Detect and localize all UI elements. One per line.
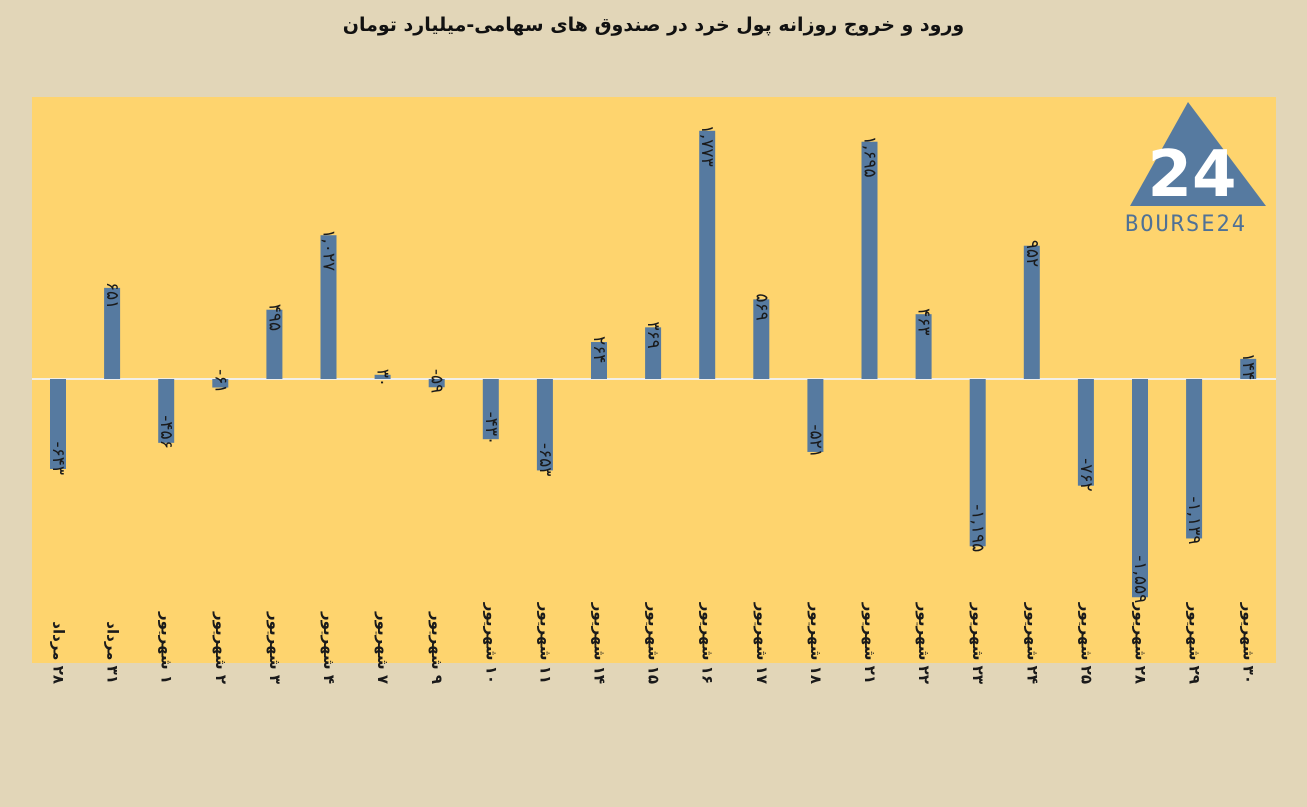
bars-group (50, 130, 1257, 598)
category-label: ۱۱ شهریور (536, 602, 554, 684)
value-label: ۱۴۴ (1238, 353, 1258, 380)
bar (1023, 245, 1040, 379)
value-label: ۹۵۲ (1022, 240, 1042, 267)
category-label: ۷ شهریور (374, 611, 392, 684)
value-label: -۶۵۳ (535, 443, 555, 477)
category-label: ۱۶ شهریور (699, 602, 717, 684)
category-label: ۳۰ شهریور (1240, 602, 1258, 684)
bar (320, 235, 337, 379)
value-labels-group: -۶۴۳ ۶۵۱ -۴۵۶ -۶۱ ۴۹۵ ۱,۰۲۷ ۳۰ -۵۹ -۴۳۰ -۶۵۳ ۲۶۴ ۳۶… (48, 125, 1258, 603)
value-label: ۱,۷۷۳ (697, 125, 717, 167)
bar (1132, 379, 1148, 598)
category-labels-group: ۲۸ مرداد ۳۱ مرداد ۱ شهریور ۲ شهریور ۳ شهریور… (50, 602, 1258, 684)
category-label: ۲۸ شهریور (1132, 602, 1150, 684)
value-label: -۵۲۱ (805, 424, 825, 458)
bar (482, 379, 499, 440)
bar (753, 299, 770, 379)
value-label: -۷۶۲ (1076, 458, 1096, 492)
value-label: -۱,۵۵۹ (1130, 555, 1150, 603)
category-label: ۱۵ شهریور (645, 602, 663, 684)
bar (807, 379, 824, 452)
bar (591, 342, 607, 379)
bar (969, 379, 986, 547)
bar (158, 379, 175, 443)
category-label: ۲۵ شهریور (1077, 602, 1095, 684)
bar (428, 379, 445, 388)
category-label: ۲۸ مرداد (50, 621, 68, 684)
category-label: ۴ شهریور (320, 611, 338, 684)
value-label: -۱,۱۳۹ (1184, 496, 1204, 544)
category-label: ۱۰ شهریور (482, 602, 500, 684)
bourse24-logo: 24 BOURSE24 (1125, 102, 1266, 237)
value-label: -۶۴۳ (48, 441, 68, 475)
value-label: ۵۶۹ (751, 293, 771, 320)
value-label: -۴۳۰ (481, 412, 501, 446)
bar (861, 141, 878, 379)
category-label: ۲ شهریور (212, 611, 230, 684)
category-label: ۳۱ مرداد (104, 621, 122, 684)
logo-text: BOURSE24 (1125, 212, 1247, 237)
value-label: ۳۶۹ (643, 321, 663, 348)
bar (645, 327, 662, 379)
value-label: ۱,۶۹۵ (860, 136, 880, 178)
value-label: ۱,۰۲۷ (319, 229, 339, 271)
bar (699, 130, 716, 379)
bar (536, 379, 553, 471)
category-label: ۲۴ شهریور (1023, 602, 1041, 684)
bar (915, 314, 932, 379)
category-label: ۱۷ شهریور (753, 602, 771, 684)
category-label: ۱۸ شهریور (807, 602, 825, 684)
category-label: ۲۱ شهریور (861, 602, 879, 684)
value-label: -۶۱ (210, 369, 230, 393)
chart-title: ورود و خروج روزانه پول خرد در صندوق های … (342, 14, 965, 36)
value-label: ۲۶۴ (589, 336, 609, 363)
bar (1077, 379, 1094, 486)
category-label: ۹ شهریور (428, 611, 446, 684)
category-label: ۲۳ شهریور (969, 602, 987, 684)
bar (50, 379, 66, 470)
logo-mark: 24 (1147, 138, 1236, 212)
logo-triangle (1130, 102, 1266, 206)
bar (104, 287, 121, 379)
category-label: ۳ شهریور (266, 611, 284, 684)
value-label: ۳۰ (373, 369, 393, 387)
bar (266, 309, 283, 379)
value-label: -۵۹ (427, 369, 447, 393)
category-label: ۱۴ شهریور (591, 602, 609, 684)
bar (212, 379, 229, 388)
bar (1186, 379, 1203, 539)
category-label: ۲۹ شهریور (1186, 602, 1204, 684)
value-label: -۱,۱۹۵ (968, 504, 988, 552)
value-label: ۴۶۳ (914, 308, 934, 335)
bar (1240, 358, 1257, 379)
value-label: ۶۵۱ (102, 282, 122, 309)
value-label: ۴۹۵ (264, 304, 284, 331)
bar (374, 374, 391, 379)
category-label: ۲۲ شهریور (915, 602, 933, 684)
category-label: ۱ شهریور (158, 611, 176, 684)
value-label: -۴۵۶ (156, 415, 176, 449)
